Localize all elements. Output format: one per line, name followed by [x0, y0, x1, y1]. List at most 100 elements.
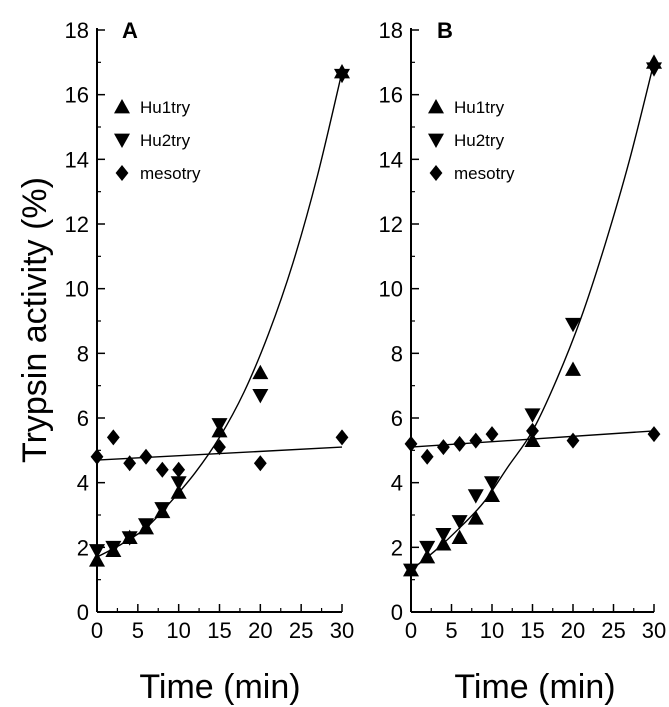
y-tick-label-b: 12: [379, 212, 403, 237]
data-point-mesotry-a: [155, 461, 169, 478]
data-point-mesotry-a: [139, 448, 153, 465]
data-point-hu2try-b: [467, 489, 484, 504]
x-axis-title-b: Time (min): [454, 668, 615, 706]
data-point-hu1try-b: [435, 536, 452, 551]
data-point-hu1try-a: [170, 484, 187, 499]
data-point-mesotry-b: [566, 432, 580, 449]
legend-label-hu2try-b: Hu2try: [454, 131, 505, 150]
data-point-hu2try-b: [524, 408, 541, 423]
data-point-mesotry-b: [469, 432, 483, 449]
data-point-hu2try-b: [403, 563, 419, 578]
data-point-hu2try-b: [484, 476, 500, 491]
y-tick-label-b: 10: [379, 277, 403, 302]
x-tick-label-a: 30: [330, 618, 354, 643]
y-tick-label-a: 8: [77, 341, 89, 366]
y-tick-label-b: 8: [391, 341, 403, 366]
legend-label-mesotry-b: mesotry: [454, 164, 515, 183]
y-tick-label-a: 12: [65, 212, 89, 237]
y-tick-label-a: 4: [77, 471, 89, 496]
data-point-hu1try-a: [89, 552, 105, 567]
y-tick-label-a: 16: [65, 83, 89, 108]
data-point-hu1try-b: [451, 529, 468, 545]
data-point-mesotry-a: [335, 429, 349, 446]
legend-label-mesotry-a: mesotry: [140, 164, 201, 183]
x-tick-label-a: 0: [91, 618, 103, 643]
data-point-hu2try-b: [565, 317, 581, 333]
data-point-hu2try-a: [138, 518, 154, 533]
data-point-hu1try-b: [484, 487, 500, 502]
y-tick-label-b: 16: [379, 83, 403, 108]
legend-marker-hu2try-a: [114, 133, 130, 148]
y-tick-label-b: 4: [391, 471, 403, 496]
data-point-mesotry-b: [485, 426, 499, 443]
data-point-mesotry-b: [647, 426, 661, 443]
panel-label-b: B: [437, 18, 453, 43]
y-tick-label-b: 0: [391, 600, 403, 625]
y-tick-label-b: 6: [391, 406, 403, 431]
data-point-mesotry-b: [404, 435, 418, 452]
data-point-hu2try-a: [105, 540, 122, 556]
data-point-mesotry-a: [106, 429, 120, 446]
data-point-hu2try-a: [252, 388, 269, 404]
x-tick-label-b: 10: [480, 618, 504, 643]
data-point-hu2try-a: [170, 476, 187, 491]
y-tick-label-a: 10: [65, 277, 89, 302]
data-point-mesotry-b: [420, 448, 434, 465]
legend-label-hu1try-a: Hu1try: [140, 98, 191, 117]
data-point-hu2try-a: [121, 531, 138, 546]
data-point-hu1try-b: [419, 549, 436, 564]
data-point-mesotry-a: [213, 439, 226, 456]
legend-marker-mesotry-a: [115, 165, 129, 181]
x-tick-label-b: 25: [601, 618, 625, 643]
data-point-mesotry-a: [123, 455, 137, 472]
x-tick-label-a: 5: [132, 618, 144, 643]
y-tick-label-b: 2: [391, 535, 403, 560]
y-tick-label-b: 14: [379, 147, 403, 172]
x-tick-label-a: 20: [248, 618, 272, 643]
data-point-hu1try-b: [565, 361, 581, 376]
data-point-mesotry-a: [172, 461, 186, 478]
legend-marker-hu2try-b: [428, 133, 444, 148]
x-tick-label-b: 30: [642, 618, 666, 643]
fit-line-exponential-a: [96, 71, 343, 558]
data-point-hu1try-b: [524, 432, 541, 448]
y-tick-label-a: 18: [65, 18, 89, 43]
data-point-hu2try-b: [419, 540, 436, 556]
data-point-hu2try-b: [646, 62, 662, 77]
x-axis-title-a: Time (min): [139, 668, 300, 706]
data-point-mesotry-b: [526, 422, 539, 439]
x-tick-label-b: 0: [405, 618, 417, 643]
x-tick-label-b: 15: [520, 618, 544, 643]
y-tick-label-a: 14: [65, 147, 89, 172]
legend-label-hu1try-b: Hu1try: [454, 98, 505, 117]
legend-marker-hu1try-b: [428, 99, 444, 114]
y-tick-label-a: 2: [77, 535, 89, 560]
data-point-hu2try-a: [211, 418, 228, 433]
data-point-mesotry-b: [453, 435, 466, 452]
x-tick-label-a: 10: [166, 618, 190, 643]
fit-line-exponential-b: [410, 62, 655, 571]
y-tick-label-b: 18: [379, 18, 403, 43]
data-point-hu2try-b: [435, 528, 452, 543]
y-tick-label-a: 0: [77, 600, 89, 625]
data-point-hu2try-a: [154, 502, 171, 517]
y-axis-title: Trypsin activity (%): [16, 177, 54, 463]
x-tick-label-a: 25: [289, 618, 313, 643]
panel-label-a: A: [122, 18, 138, 43]
data-point-hu2try-a: [334, 68, 350, 84]
data-point-mesotry-a: [253, 455, 267, 472]
legend-marker-mesotry-b: [429, 165, 443, 181]
x-tick-label-a: 15: [207, 618, 231, 643]
data-point-mesotry-a: [90, 448, 104, 465]
data-point-hu1try-a: [252, 364, 269, 380]
legend-marker-hu1try-a: [114, 99, 130, 114]
legend-label-hu2try-a: Hu2try: [140, 131, 191, 150]
data-point-hu2try-a: [89, 544, 105, 559]
panel-b: B Time (min) 0 2 4 6 8 10 12 14 16 18 0 5 10 15 20 25 30…: [379, 18, 667, 706]
x-tick-label-b: 5: [445, 618, 457, 643]
data-point-mesotry-b: [437, 439, 450, 456]
data-point-hu1try-b: [467, 510, 484, 525]
x-tick-label-b: 20: [561, 618, 585, 643]
panel-a: A Time (min) 0 2 4 6 8 10 12 14 16 18 0 5 10 15 20 25 30…: [65, 18, 355, 706]
